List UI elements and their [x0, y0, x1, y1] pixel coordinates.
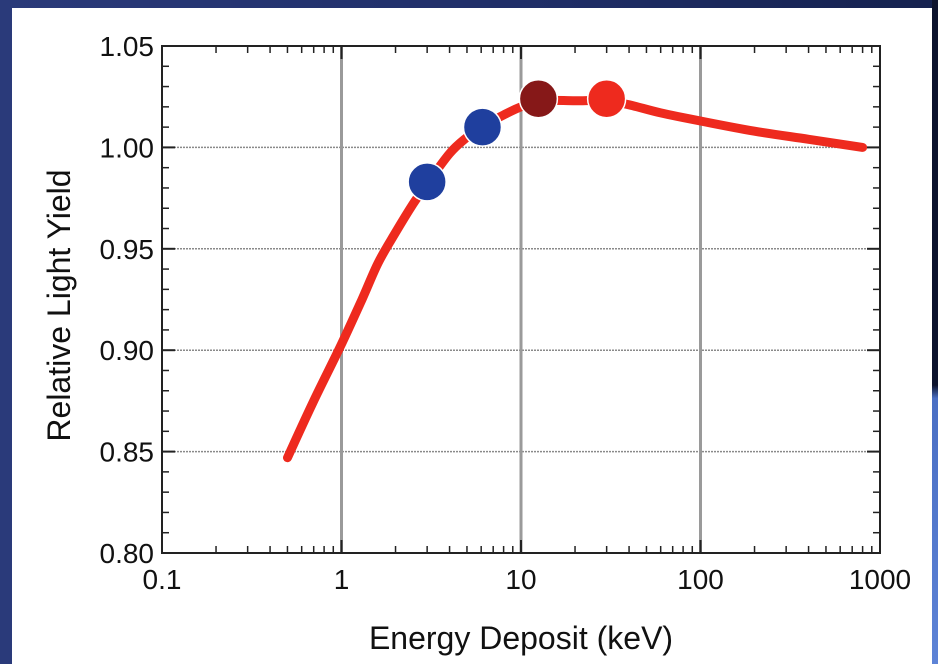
- y-tick-label: 0.95: [100, 234, 155, 265]
- y-tick-label: 1.05: [100, 31, 155, 62]
- y-axis-title: Relative Light Yield: [41, 169, 77, 441]
- data-point-marker: [586, 78, 627, 119]
- marker-layer: [407, 78, 627, 202]
- data-point-marker: [518, 78, 559, 119]
- x-axis-title: Energy Deposit (keV): [369, 620, 673, 656]
- y-tick-label: 0.80: [100, 538, 155, 569]
- curve-layer: [283, 95, 868, 463]
- data-point-marker: [462, 107, 503, 147]
- slide-edge-strip: [932, 0, 938, 664]
- light-yield-curve: [283, 95, 868, 463]
- data-point-marker: [407, 162, 447, 202]
- x-tick-label: 10: [505, 564, 536, 595]
- x-tick-label: 1000: [849, 564, 911, 595]
- label-layer: Energy Deposit (keV) Relative Light Yiel…: [41, 31, 911, 656]
- y-tick-label: 0.85: [100, 437, 155, 468]
- y-tick-label: 1.00: [100, 132, 155, 163]
- y-tick-label: 0.90: [100, 335, 155, 366]
- grid-layer: [162, 46, 880, 553]
- x-tick-label: 100: [677, 564, 724, 595]
- x-tick-label: 1: [334, 564, 350, 595]
- light-yield-chart: Energy Deposit (keV) Relative Light Yiel…: [41, 31, 911, 656]
- x-tick-label: 0.1: [143, 564, 182, 595]
- chart-panel: Energy Deposit (keV) Relative Light Yiel…: [12, 8, 932, 664]
- axes-layer: [161, 45, 881, 554]
